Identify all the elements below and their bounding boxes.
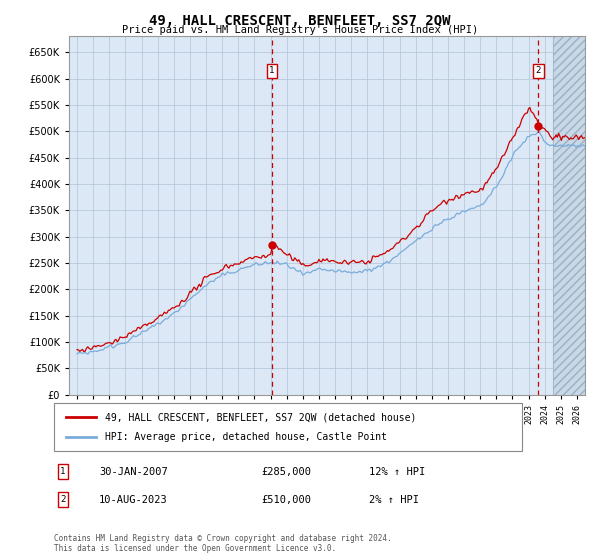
Text: 1: 1: [61, 467, 65, 476]
Text: 10-AUG-2023: 10-AUG-2023: [99, 494, 168, 505]
Text: 12% ↑ HPI: 12% ↑ HPI: [369, 466, 425, 477]
Text: Price paid vs. HM Land Registry's House Price Index (HPI): Price paid vs. HM Land Registry's House …: [122, 25, 478, 35]
Text: 2: 2: [536, 66, 541, 75]
Text: £510,000: £510,000: [261, 494, 311, 505]
Bar: [553, 36, 585, 395]
Text: £285,000: £285,000: [261, 466, 311, 477]
Text: 2% ↑ HPI: 2% ↑ HPI: [369, 494, 419, 505]
Text: 49, HALL CRESCENT, BENFLEET, SS7 2QW (detached house): 49, HALL CRESCENT, BENFLEET, SS7 2QW (de…: [105, 413, 416, 422]
Text: HPI: Average price, detached house, Castle Point: HPI: Average price, detached house, Cast…: [105, 432, 387, 442]
Text: 2: 2: [61, 495, 65, 504]
Bar: [553, 36, 585, 395]
Text: 30-JAN-2007: 30-JAN-2007: [99, 466, 168, 477]
Text: Contains HM Land Registry data © Crown copyright and database right 2024.
This d: Contains HM Land Registry data © Crown c…: [54, 534, 392, 553]
Text: 49, HALL CRESCENT, BENFLEET, SS7 2QW: 49, HALL CRESCENT, BENFLEET, SS7 2QW: [149, 14, 451, 28]
Text: 1: 1: [269, 66, 275, 75]
